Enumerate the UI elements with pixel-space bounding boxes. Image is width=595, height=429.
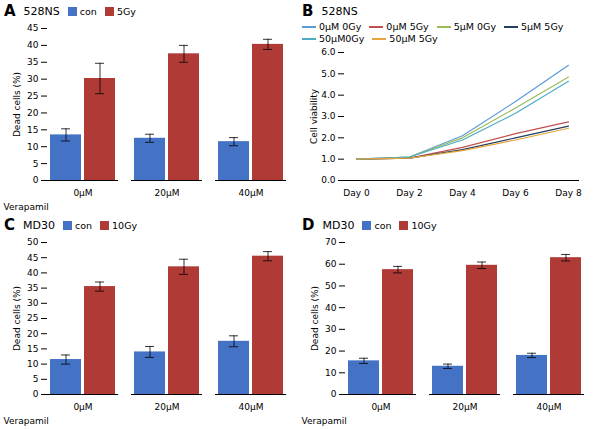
svg-text:Day 8: Day 8 <box>555 188 582 198</box>
html-text:5μM 0Gy: 5μM 0Gy <box>453 21 496 32</box>
svg-text:40: 40 <box>27 268 39 278</box>
svg-text:25: 25 <box>27 313 38 323</box>
svg-text:10: 10 <box>27 142 39 152</box>
svg-text:50: 50 <box>325 281 337 291</box>
svg-text:Verapamil: Verapamil <box>4 416 49 426</box>
svg-text:0.0: 0.0 <box>321 175 336 185</box>
svg-text:50: 50 <box>27 237 39 247</box>
html-text:A: A <box>4 2 16 20</box>
html-text:50μM 5Gy: 50μM 5Gy <box>389 33 438 44</box>
svg-text:Dead cells (%): Dead cells (%) <box>310 286 320 351</box>
svg-text:20: 20 <box>325 346 337 356</box>
svg-text:10: 10 <box>27 359 39 369</box>
svg-text:0: 0 <box>33 175 39 185</box>
html-text:D: D <box>302 216 315 234</box>
svg-text:0μM: 0μM <box>371 402 390 412</box>
html-text:MD30: MD30 <box>322 218 355 232</box>
html-text:528NS: 528NS <box>321 4 358 18</box>
svg-text:45: 45 <box>27 23 38 33</box>
svg-text:20μM: 20μM <box>155 188 180 198</box>
html-text:con: con <box>374 219 392 231</box>
svg-text:Verapamil: Verapamil <box>302 416 347 426</box>
svg-text:25: 25 <box>27 91 38 101</box>
svg-text:0μM: 0μM <box>73 402 92 412</box>
svg-text:15: 15 <box>27 125 38 135</box>
svg-text:2.0: 2.0 <box>321 133 336 143</box>
svg-text:0μM: 0μM <box>73 188 92 198</box>
html-text:10Gy: 10Gy <box>411 219 437 231</box>
svg-text:45: 45 <box>27 253 38 263</box>
svg-text:5.0: 5.0 <box>321 69 336 79</box>
svg-text:20: 20 <box>27 329 39 339</box>
svg-text:Cell viability: Cell viability <box>309 88 319 144</box>
svg-text:30: 30 <box>27 74 39 84</box>
svg-text:35: 35 <box>27 283 38 293</box>
svg-text:Day 6: Day 6 <box>502 188 529 198</box>
svg-text:15: 15 <box>27 344 38 354</box>
html-text:528NS: 528NS <box>23 4 60 18</box>
svg-text:40μM: 40μM <box>537 402 562 412</box>
html-text:0μM 0Gy: 0μM 0Gy <box>319 21 362 32</box>
svg-text:Day 0: Day 0 <box>343 188 370 198</box>
svg-text:Verapamil: Verapamil <box>4 202 49 212</box>
html-text:con: con <box>79 5 97 17</box>
svg-text:30: 30 <box>27 298 39 308</box>
svg-text:40μM: 40μM <box>239 188 264 198</box>
html-text:con: con <box>75 219 92 231</box>
html-text:10Gy: 10Gy <box>112 219 138 231</box>
svg-text:30: 30 <box>325 324 337 334</box>
svg-text:5: 5 <box>33 158 39 168</box>
html-text:5μM 5Gy: 5μM 5Gy <box>521 21 564 32</box>
html-text:0μM 5Gy: 0μM 5Gy <box>386 21 429 32</box>
svg-text:Dead cells (%): Dead cells (%) <box>12 72 22 137</box>
svg-text:0: 0 <box>331 389 337 399</box>
svg-text:3.0: 3.0 <box>321 111 336 121</box>
svg-text:40: 40 <box>325 303 337 313</box>
html-text:MD30: MD30 <box>23 218 55 232</box>
svg-text:35: 35 <box>27 57 38 67</box>
svg-text:0: 0 <box>33 389 39 399</box>
svg-text:40: 40 <box>27 40 39 50</box>
svg-text:1.0: 1.0 <box>321 154 336 164</box>
svg-text:20: 20 <box>27 108 39 118</box>
svg-text:5: 5 <box>33 374 39 384</box>
svg-text:20μM: 20μM <box>155 402 180 412</box>
html-text:C: C <box>4 216 15 234</box>
svg-text:70: 70 <box>325 237 337 247</box>
svg-text:Day 4: Day 4 <box>449 188 476 198</box>
svg-text:20μM: 20μM <box>453 402 478 412</box>
svg-text:60: 60 <box>325 259 337 269</box>
svg-text:10: 10 <box>325 368 337 378</box>
svg-text:Day 2: Day 2 <box>396 188 422 198</box>
svg-text:6.0: 6.0 <box>321 47 336 57</box>
svg-text:4.0: 4.0 <box>321 90 336 100</box>
svg-text:Dead cells (%): Dead cells (%) <box>12 286 22 351</box>
svg-text:40μM: 40μM <box>239 402 264 412</box>
html-text:B: B <box>302 2 314 20</box>
html-text:50μM0Gy: 50μM0Gy <box>319 33 365 44</box>
html-text:5Gy: 5Gy <box>116 5 136 17</box>
